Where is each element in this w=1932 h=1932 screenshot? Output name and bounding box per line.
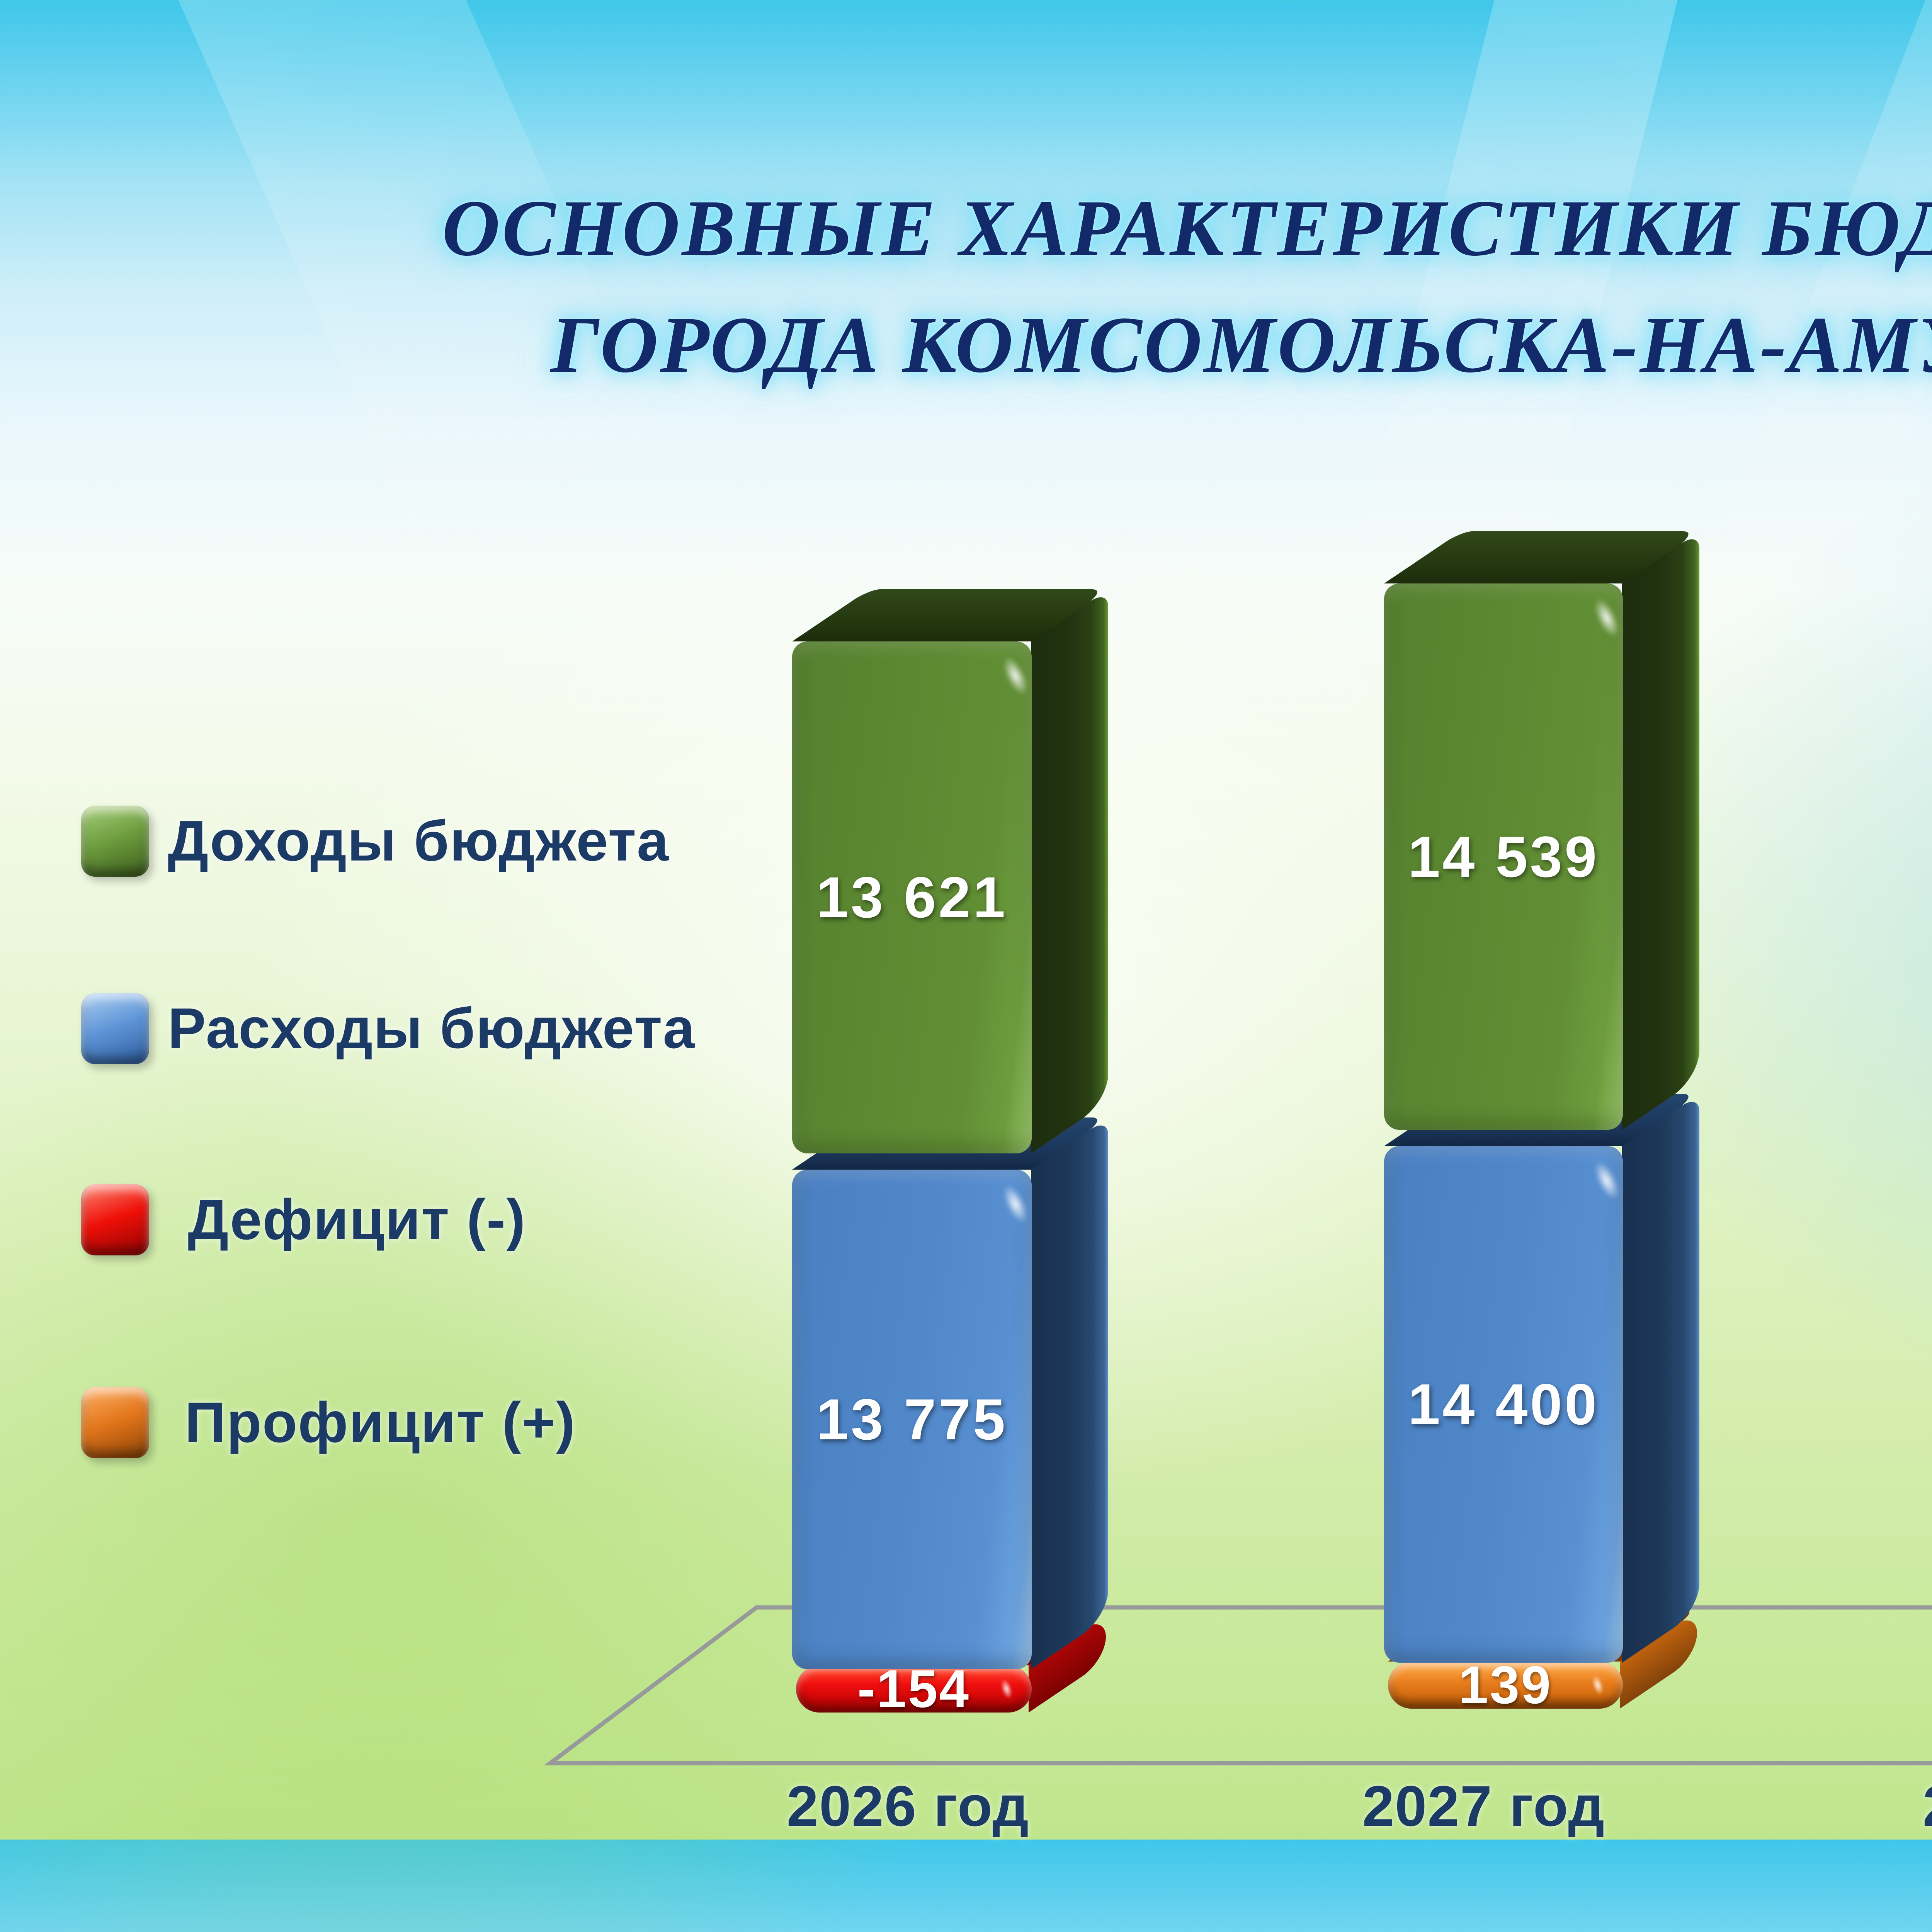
category-label-2028: 2028 год <box>1812 1774 1932 1839</box>
revenue-bar-2026: 13 621 <box>792 641 1032 1153</box>
surplus-badge: 139 <box>1388 1662 1623 1709</box>
revenue-value-label: 14 539 <box>1408 823 1599 890</box>
revenue-bar-side-face <box>1622 531 1699 1130</box>
expense-bar-side-face <box>1622 1094 1699 1663</box>
revenue-bar-2027: 14 539 <box>1384 583 1623 1130</box>
highlight-glint <box>996 1674 1017 1704</box>
expense-bar-2026: 13 775 <box>792 1170 1032 1669</box>
expense-bar-side-face <box>1031 1117 1108 1669</box>
expense-bar-2027: 14 400 <box>1384 1146 1623 1663</box>
category-label-2026: 2026 год <box>676 1774 1140 1839</box>
deficit-badge: -154 <box>796 1665 1032 1713</box>
category-label-2027: 2027 год <box>1252 1774 1716 1839</box>
surplus-value-label: 139 <box>1459 1655 1552 1716</box>
expense-value-label: 13 775 <box>816 1386 1008 1453</box>
highlight-glint <box>1587 1670 1608 1700</box>
revenue-value-label: 13 621 <box>816 864 1008 931</box>
revenue-bar-side-face <box>1031 589 1108 1153</box>
expense-value-label: 14 400 <box>1408 1371 1599 1438</box>
